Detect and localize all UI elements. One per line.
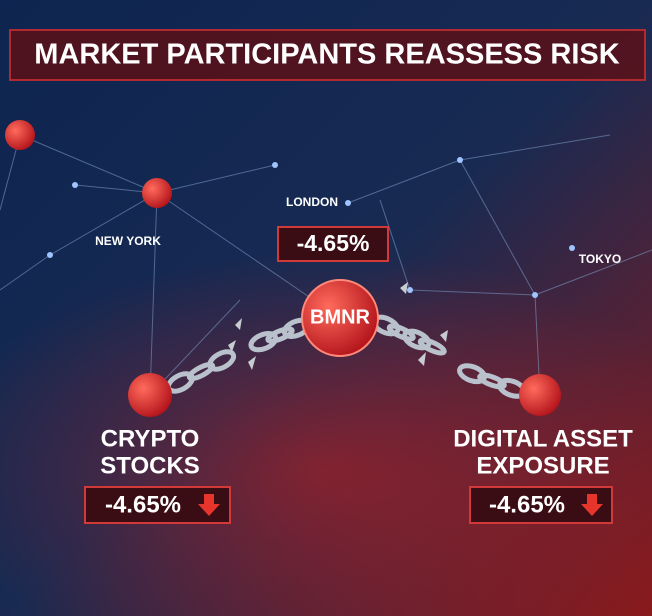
city-label: LONDON (286, 195, 338, 209)
network (0, 120, 652, 396)
chain-link (402, 328, 432, 351)
center-change: -4.65% (297, 230, 370, 256)
chain-link (248, 331, 279, 353)
chain-link (477, 372, 507, 390)
chain-link (207, 349, 237, 372)
down-arrow (581, 494, 603, 516)
center-label: BMNR (310, 306, 371, 328)
right-label: EXPOSURE (476, 452, 609, 479)
change-box (277, 226, 389, 262)
chain-link (386, 323, 416, 342)
right-label: DIGITAL ASSET (453, 425, 633, 452)
center-node (301, 279, 379, 357)
left-change: -4.65% (105, 491, 181, 518)
city-label: NEW YORK (95, 234, 161, 248)
shards (228, 282, 448, 370)
chain-link (265, 326, 295, 344)
left-label: STOCKS (100, 452, 200, 479)
title: MARKET PARTICIPANTS REASSESS RISK (34, 39, 619, 71)
chain-link (417, 337, 447, 356)
left-node (128, 373, 172, 417)
city-label: TOKYO (579, 252, 621, 266)
right-change: -4.65% (489, 491, 565, 518)
right-node (519, 374, 561, 416)
title-box (9, 29, 646, 81)
down-arrow (198, 494, 220, 516)
chain-link (457, 363, 487, 385)
left-label: CRYPTO (101, 425, 200, 452)
chain-link (186, 361, 216, 382)
